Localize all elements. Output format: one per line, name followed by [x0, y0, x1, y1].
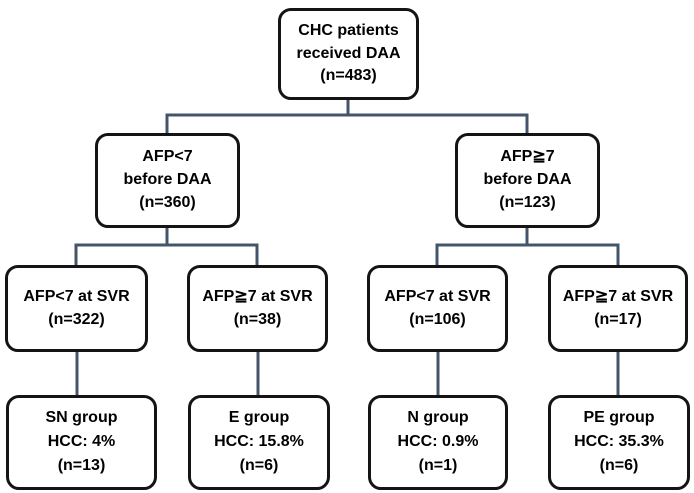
connector-root-to-level2: [165, 99, 529, 133]
node-line: (n=483): [320, 67, 377, 85]
node-line: AFP≧7: [500, 148, 555, 166]
node-line: AFP<7: [142, 148, 193, 166]
node-line: (n=17): [594, 310, 642, 328]
node-line: HCC: 0.9%: [397, 433, 479, 451]
node-line: HCC: 35.3%: [574, 433, 664, 451]
node-line: HCC: 15.8%: [214, 433, 304, 451]
node-afp-ge7-at-svr-right: AFP≧7 at SVR (n=17): [548, 265, 688, 352]
node-line: (n=6): [599, 457, 639, 475]
node-pe-group: PE group HCC: 35.3% (n=6): [548, 395, 690, 490]
node-line: (n=6): [239, 457, 279, 475]
node-line: N group: [407, 409, 469, 427]
node-afp-ge7-at-svr-left: AFP≧7 at SVR (n=38): [187, 265, 328, 352]
node-line: received DAA: [296, 44, 401, 62]
node-line: (n=38): [233, 310, 282, 328]
node-line: (n=123): [499, 193, 556, 211]
node-line: AFP<7 at SVR: [384, 287, 491, 305]
node-line: SN group: [45, 409, 118, 427]
node-afp-lt7-at-svr-right: AFP<7 at SVR (n=106): [367, 265, 508, 352]
node-line: (n=1): [418, 457, 458, 475]
node-line: before DAA: [123, 171, 212, 189]
node-e-group: E group HCC: 15.8% (n=6): [188, 395, 330, 490]
node-line: PE group: [583, 409, 655, 427]
node-line: E group: [228, 409, 290, 427]
node-line: before DAA: [483, 171, 572, 189]
connector-level3-to-level4: [75, 352, 620, 395]
node-line: (n=360): [139, 193, 196, 211]
node-chc-patients: CHC patients received DAA (n=483): [278, 8, 419, 100]
node-afp-lt7-before-daa: AFP<7 before DAA (n=360): [95, 133, 240, 228]
node-line: AFP<7 at SVR: [23, 287, 130, 305]
node-sn-group: SN group HCC: 4% (n=13): [6, 395, 157, 490]
node-line: (n=13): [57, 457, 106, 475]
connector-left-branch: [74, 228, 259, 265]
connector-right-branch: [435, 228, 620, 265]
node-line: (n=106): [409, 310, 466, 328]
node-line: AFP≧7 at SVR: [562, 287, 674, 305]
node-line: CHC patients: [298, 21, 399, 39]
node-afp-ge7-before-daa: AFP≧7 before DAA (n=123): [455, 133, 600, 228]
node-line: AFP≧7 at SVR: [202, 287, 313, 305]
node-afp-lt7-at-svr-left: AFP<7 at SVR (n=322): [5, 265, 148, 352]
node-n-group: N group HCC: 0.9% (n=1): [368, 395, 508, 490]
node-line: (n=322): [48, 310, 105, 328]
node-line: HCC: 4%: [47, 433, 116, 451]
